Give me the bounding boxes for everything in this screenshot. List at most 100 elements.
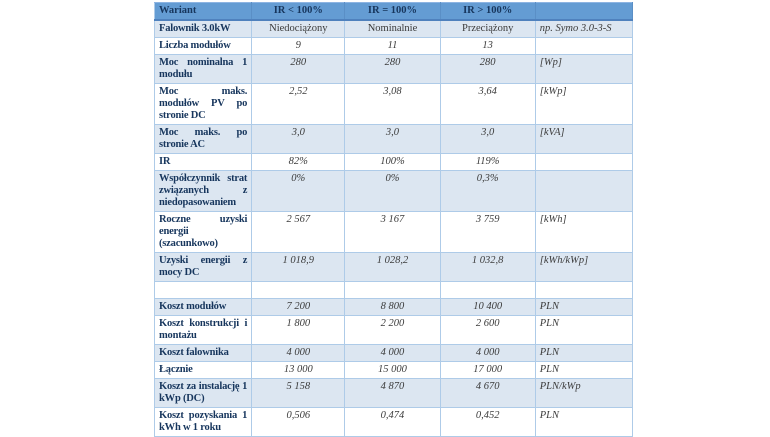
unit-cell: [534, 153, 634, 171]
value-cell: 2 600: [439, 315, 536, 345]
value-cell: 3 759: [439, 211, 536, 253]
value-cell: [439, 281, 536, 299]
row-label: Moc nominalna 1 modułu: [153, 54, 253, 84]
unit-cell: [534, 37, 634, 55]
row-label: Moc maks. po stronie AC: [153, 124, 253, 154]
value-cell: 0,506: [251, 407, 346, 437]
unit-cell: PLN: [534, 298, 634, 316]
row-label: Koszt za instalację 1 kWp (DC): [153, 378, 253, 408]
table-row: Moc maks. po stronie AC 3,0 3,0 3,0 [kVA]: [153, 124, 634, 154]
table-row: Moc maks. modułów PV po stronie DC 2,52 3,…: [153, 83, 634, 125]
table-row: Falownik 3.0kW Niedociążony Nominalnie Prze…: [153, 19, 634, 38]
unit-cell: [534, 170, 634, 212]
unit-cell: PLN: [534, 344, 634, 362]
value-cell: [344, 281, 441, 299]
row-label: Uzyski energii z mocy DC: [153, 252, 253, 282]
row-label: Koszt falownika: [153, 344, 253, 362]
value-cell: 280: [251, 54, 346, 84]
value-cell: 3,0: [251, 124, 346, 154]
value-cell: 4 000: [251, 344, 346, 362]
column-header: IR < 100%: [251, 2, 346, 21]
table-row: Uzyski energii z mocy DC 1 018,9 1 028,2 1 …: [153, 252, 634, 282]
value-cell: 11: [344, 37, 441, 55]
value-cell: 4 870: [344, 378, 441, 408]
value-cell: 0,474: [344, 407, 441, 437]
row-label: IR: [153, 153, 253, 171]
spacer-row: [153, 281, 634, 299]
unit-cell: [kWp]: [534, 83, 634, 125]
value-cell: 0,3%: [439, 170, 536, 212]
row-label: Falownik 3.0kW: [153, 19, 253, 38]
value-cell: [251, 281, 346, 299]
value-cell: 280: [439, 54, 536, 84]
value-cell: 4 670: [439, 378, 536, 408]
table-row: Koszt modułów 7 200 8 800 10 400 PLN: [153, 298, 634, 316]
row-label: Liczba modułów: [153, 37, 253, 55]
unit-cell: [Wp]: [534, 54, 634, 84]
value-cell: 0%: [251, 170, 346, 212]
value-cell: 7 200: [251, 298, 346, 316]
value-cell: Nominalnie: [344, 19, 441, 38]
value-cell: 15 000: [344, 361, 441, 379]
unit-cell: [kWh]: [534, 211, 634, 253]
value-cell: 1 018,9: [251, 252, 346, 282]
table-row: Współczynnik strat związanych z niedopas…: [153, 170, 634, 212]
table-header: Wariant IR < 100% IR = 100% IR > 100%: [153, 2, 634, 21]
value-cell: 0,452: [439, 407, 536, 437]
unit-cell: PLN: [534, 407, 634, 437]
unit-cell: PLN/kWp: [534, 378, 634, 408]
table-row: Łącznie 13 000 15 000 17 000 PLN: [153, 361, 634, 379]
table-row: Moc nominalna 1 modułu 280 280 280 [Wp]: [153, 54, 634, 84]
column-header: IR = 100%: [344, 2, 441, 21]
table-row: Koszt za instalację 1 kWp (DC) 5 158 4 870…: [153, 378, 634, 408]
value-cell: 0%: [344, 170, 441, 212]
value-cell: 3,08: [344, 83, 441, 125]
unit-cell: [kWh/kWp]: [534, 252, 634, 282]
value-cell: 1 028,2: [344, 252, 441, 282]
column-header: [534, 2, 634, 21]
table-row: Koszt falownika 4 000 4 000 4 000 PLN: [153, 344, 634, 362]
row-label: Moc maks. modułów PV po stronie DC: [153, 83, 253, 125]
table-row: Roczne uzyski energii (szacunkowo) 2 567 3…: [153, 211, 634, 253]
value-cell: 4 000: [439, 344, 536, 362]
value-cell: 100%: [344, 153, 441, 171]
value-cell: 280: [344, 54, 441, 84]
table-row: Koszt pozyskania 1 kWh w 1 roku 0,506 0,47…: [153, 407, 634, 437]
value-cell: 5 158: [251, 378, 346, 408]
unit-cell: [534, 281, 634, 299]
value-cell: 4 000: [344, 344, 441, 362]
value-cell: 2 200: [344, 315, 441, 345]
value-cell: 1 032,8: [439, 252, 536, 282]
value-cell: 119%: [439, 153, 536, 171]
row-label: Współczynnik strat związanych z niedopas…: [153, 170, 253, 212]
value-cell: 1 800: [251, 315, 346, 345]
variant-comparison-table: Wariant IR < 100% IR = 100% IR > 100% Falow…: [153, 2, 634, 437]
value-cell: 10 400: [439, 298, 536, 316]
value-cell: 13: [439, 37, 536, 55]
value-cell: 3,64: [439, 83, 536, 125]
row-label: Łącznie: [153, 361, 253, 379]
column-header: IR > 100%: [439, 2, 536, 21]
value-cell: Przeciążony: [439, 19, 536, 38]
column-header: Wariant: [153, 2, 253, 21]
row-label: [153, 281, 253, 299]
value-cell: 82%: [251, 153, 346, 171]
value-cell: 3,0: [344, 124, 441, 154]
row-label: Roczne uzyski energii (szacunkowo): [153, 211, 253, 253]
unit-cell: PLN: [534, 315, 634, 345]
value-cell: Niedociążony: [251, 19, 346, 38]
header-row: Wariant IR < 100% IR = 100% IR > 100%: [153, 2, 634, 21]
value-cell: 17 000: [439, 361, 536, 379]
value-cell: 2,52: [251, 83, 346, 125]
value-cell: 9: [251, 37, 346, 55]
value-cell: 3,0: [439, 124, 536, 154]
table-row: Koszt konstrukcji i montażu 1 800 2 200 2 6…: [153, 315, 634, 345]
unit-cell: PLN: [534, 361, 634, 379]
value-cell: 8 800: [344, 298, 441, 316]
table-body: Falownik 3.0kW Niedociążony Nominalnie Prze…: [153, 19, 634, 437]
value-cell: 3 167: [344, 211, 441, 253]
row-label: Koszt pozyskania 1 kWh w 1 roku: [153, 407, 253, 437]
row-label: Koszt konstrukcji i montażu: [153, 315, 253, 345]
unit-cell: np. Symo 3.0-3-S: [534, 19, 634, 38]
